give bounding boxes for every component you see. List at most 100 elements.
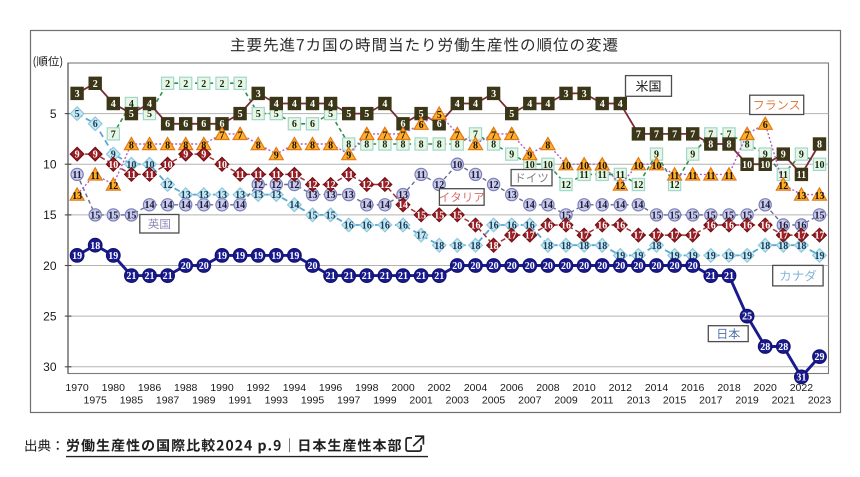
svg-text:8: 8 — [708, 140, 713, 151]
svg-text:18: 18 — [652, 241, 662, 252]
svg-text:11: 11 — [670, 171, 679, 182]
svg-text:2: 2 — [238, 79, 243, 90]
svg-text:2002: 2002 — [428, 382, 452, 394]
svg-text:15: 15 — [652, 210, 662, 221]
svg-text:8: 8 — [455, 140, 460, 151]
svg-text:2023: 2023 — [808, 395, 832, 407]
svg-text:18: 18 — [434, 241, 444, 252]
svg-text:10: 10 — [126, 160, 136, 171]
svg-text:8: 8 — [745, 140, 750, 151]
svg-text:17: 17 — [652, 231, 662, 242]
svg-text:18: 18 — [543, 241, 553, 252]
svg-text:8: 8 — [491, 140, 496, 151]
svg-text:11: 11 — [72, 170, 81, 181]
svg-text:4: 4 — [600, 99, 605, 110]
svg-text:4: 4 — [111, 99, 116, 110]
svg-text:2020: 2020 — [754, 382, 778, 394]
svg-text:19: 19 — [724, 251, 734, 262]
svg-text:20: 20 — [199, 261, 209, 272]
svg-text:20: 20 — [543, 261, 553, 272]
svg-text:2001: 2001 — [409, 395, 433, 407]
svg-text:20: 20 — [597, 261, 607, 272]
svg-text:12: 12 — [308, 180, 318, 191]
svg-text:8: 8 — [401, 140, 406, 151]
svg-text:16: 16 — [398, 221, 408, 232]
svg-text:9: 9 — [763, 150, 768, 161]
svg-text:1998: 1998 — [355, 382, 379, 394]
svg-text:2022: 2022 — [790, 382, 814, 394]
svg-text:2017: 2017 — [699, 395, 723, 407]
svg-text:11: 11 — [145, 170, 154, 181]
svg-text:1975: 1975 — [84, 395, 108, 407]
svg-text:2021: 2021 — [772, 395, 796, 407]
svg-text:1980: 1980 — [102, 382, 126, 394]
svg-text:28: 28 — [760, 342, 770, 353]
svg-text:20: 20 — [561, 261, 571, 272]
svg-text:6: 6 — [763, 120, 768, 131]
svg-text:8: 8 — [382, 140, 387, 151]
svg-text:9: 9 — [274, 151, 279, 162]
svg-text:17: 17 — [778, 231, 788, 242]
svg-text:4: 4 — [292, 99, 297, 110]
svg-text:19: 19 — [815, 251, 825, 262]
svg-text:17: 17 — [525, 231, 535, 242]
svg-text:19: 19 — [633, 251, 643, 262]
svg-text:14: 14 — [525, 200, 535, 211]
svg-text:9: 9 — [527, 151, 532, 162]
svg-text:20: 20 — [489, 261, 499, 272]
svg-text:12: 12 — [108, 181, 118, 192]
svg-text:2013: 2013 — [627, 395, 651, 407]
svg-text:2000: 2000 — [391, 382, 415, 394]
svg-text:15: 15 — [416, 210, 426, 221]
svg-text:12: 12 — [615, 181, 625, 192]
svg-text:8: 8 — [310, 141, 315, 152]
svg-text:20: 20 — [525, 261, 535, 272]
svg-text:19: 19 — [742, 251, 752, 262]
svg-text:13: 13 — [199, 190, 209, 201]
svg-text:2003: 2003 — [446, 395, 470, 407]
svg-text:2: 2 — [201, 79, 206, 90]
svg-text:15: 15 — [706, 210, 716, 221]
svg-text:13: 13 — [235, 190, 245, 201]
svg-text:15: 15 — [670, 210, 680, 221]
svg-text:10: 10 — [163, 160, 173, 171]
svg-text:9: 9 — [346, 151, 351, 162]
svg-text:16: 16 — [742, 221, 752, 232]
svg-text:16: 16 — [778, 221, 788, 232]
svg-text:5: 5 — [129, 109, 134, 120]
svg-text:16: 16 — [525, 221, 535, 232]
svg-text:7: 7 — [238, 130, 243, 141]
svg-text:7: 7 — [111, 129, 116, 140]
svg-text:21: 21 — [398, 271, 408, 282]
svg-text:14: 14 — [615, 200, 625, 211]
svg-text:8: 8 — [346, 140, 351, 151]
svg-text:17: 17 — [416, 231, 426, 242]
svg-text:11: 11 — [688, 171, 697, 182]
svg-text:12: 12 — [633, 180, 643, 191]
svg-text:10: 10 — [452, 160, 462, 171]
svg-text:6: 6 — [201, 119, 206, 130]
svg-text:6: 6 — [292, 119, 297, 130]
svg-text:12: 12 — [326, 180, 336, 191]
svg-text:14: 14 — [579, 200, 589, 211]
svg-text:17: 17 — [688, 231, 698, 242]
svg-text:12: 12 — [362, 180, 372, 191]
svg-text:5: 5 — [346, 109, 351, 120]
svg-text:1989: 1989 — [192, 395, 216, 407]
svg-text:1997: 1997 — [337, 395, 361, 407]
svg-text:11: 11 — [579, 170, 588, 181]
svg-text:16: 16 — [561, 221, 571, 232]
svg-text:9: 9 — [201, 150, 206, 161]
svg-text:6: 6 — [183, 119, 188, 130]
svg-text:19: 19 — [688, 251, 698, 262]
svg-text:15: 15 — [742, 210, 752, 221]
svg-text:5: 5 — [274, 109, 279, 120]
svg-text:9: 9 — [111, 150, 116, 161]
svg-text:1986: 1986 — [138, 382, 162, 394]
svg-text:1985: 1985 — [120, 395, 144, 407]
svg-text:19: 19 — [706, 251, 716, 262]
svg-text:11: 11 — [290, 170, 299, 181]
svg-text:9: 9 — [75, 150, 80, 161]
svg-text:5: 5 — [437, 110, 442, 121]
svg-text:7: 7 — [455, 130, 460, 141]
